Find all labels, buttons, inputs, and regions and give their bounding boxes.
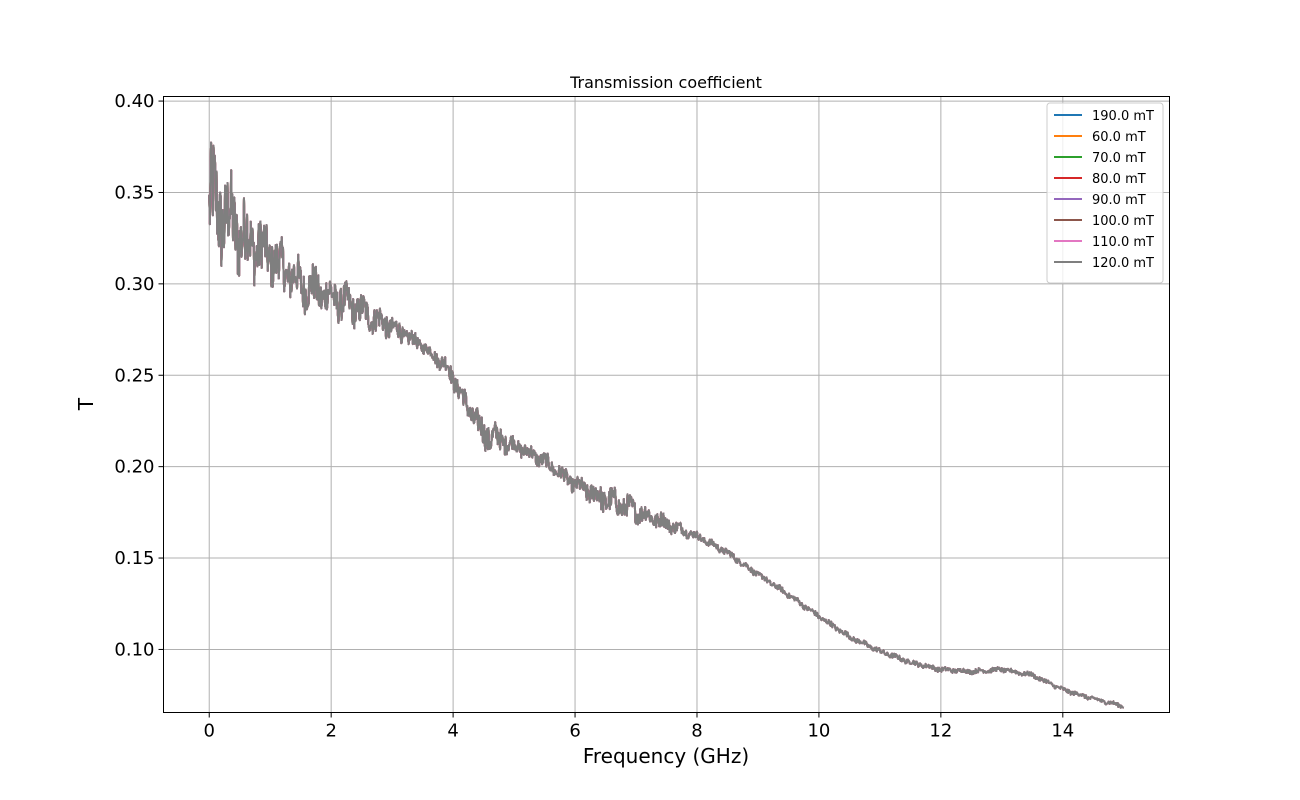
series-line-4 xyxy=(208,141,1125,709)
y-tick-label: 0.20 xyxy=(114,457,154,478)
y-tick-label: 0.30 xyxy=(114,274,154,295)
y-tick-label: 0.40 xyxy=(114,91,154,112)
series-line-7 xyxy=(208,141,1125,709)
grid-lines xyxy=(163,96,1170,713)
axis-ticks: 0 2 4 6 8 10 12 14 0.10 0.15 0.20 0.25 0.30 0.35 0.40 xyxy=(114,91,1074,741)
chart-title: Transmission coefficient xyxy=(569,73,762,92)
series-line-5 xyxy=(208,141,1125,709)
x-tick-label: 10 xyxy=(807,721,830,742)
x-tick-label: 4 xyxy=(447,721,458,742)
series-line-2 xyxy=(208,141,1125,709)
legend-label: 120.0 mT xyxy=(1092,256,1154,271)
y-tick-label: 0.15 xyxy=(114,548,154,569)
x-tick-label: 14 xyxy=(1051,721,1074,742)
series-layer xyxy=(208,141,1125,709)
x-tick-label: 8 xyxy=(691,721,702,742)
legend: 190.0 mT 60.0 mT 70.0 mT 80.0 mT 90.0 mT 100.… xyxy=(1046,102,1164,284)
legend-box xyxy=(1046,102,1164,284)
plot-frame xyxy=(163,96,1170,713)
legend-label: 190.0 mT xyxy=(1092,109,1154,124)
legend-label: 80.0 mT xyxy=(1092,172,1146,187)
y-tick-label: 0.10 xyxy=(114,639,154,660)
legend-label: 70.0 mT xyxy=(1092,151,1146,166)
x-tick-label: 2 xyxy=(325,721,336,742)
legend-label: 100.0 mT xyxy=(1092,214,1154,229)
y-tick-label: 0.25 xyxy=(114,365,154,386)
x-tick-label: 12 xyxy=(929,721,952,742)
series-line-0 xyxy=(208,141,1125,709)
series-line-1 xyxy=(208,141,1125,709)
legend-label: 110.0 mT xyxy=(1092,235,1154,250)
y-axis-label: T xyxy=(74,397,98,411)
series-line-6 xyxy=(208,141,1125,709)
legend-label: 60.0 mT xyxy=(1092,130,1146,145)
legend-label: 90.0 mT xyxy=(1092,193,1146,208)
y-tick-label: 0.35 xyxy=(114,182,154,203)
series-line-3 xyxy=(208,141,1125,709)
x-tick-label: 6 xyxy=(569,721,580,742)
x-tick-label: 0 xyxy=(204,721,215,742)
x-axis-label: Frequency (GHz) xyxy=(583,744,749,768)
